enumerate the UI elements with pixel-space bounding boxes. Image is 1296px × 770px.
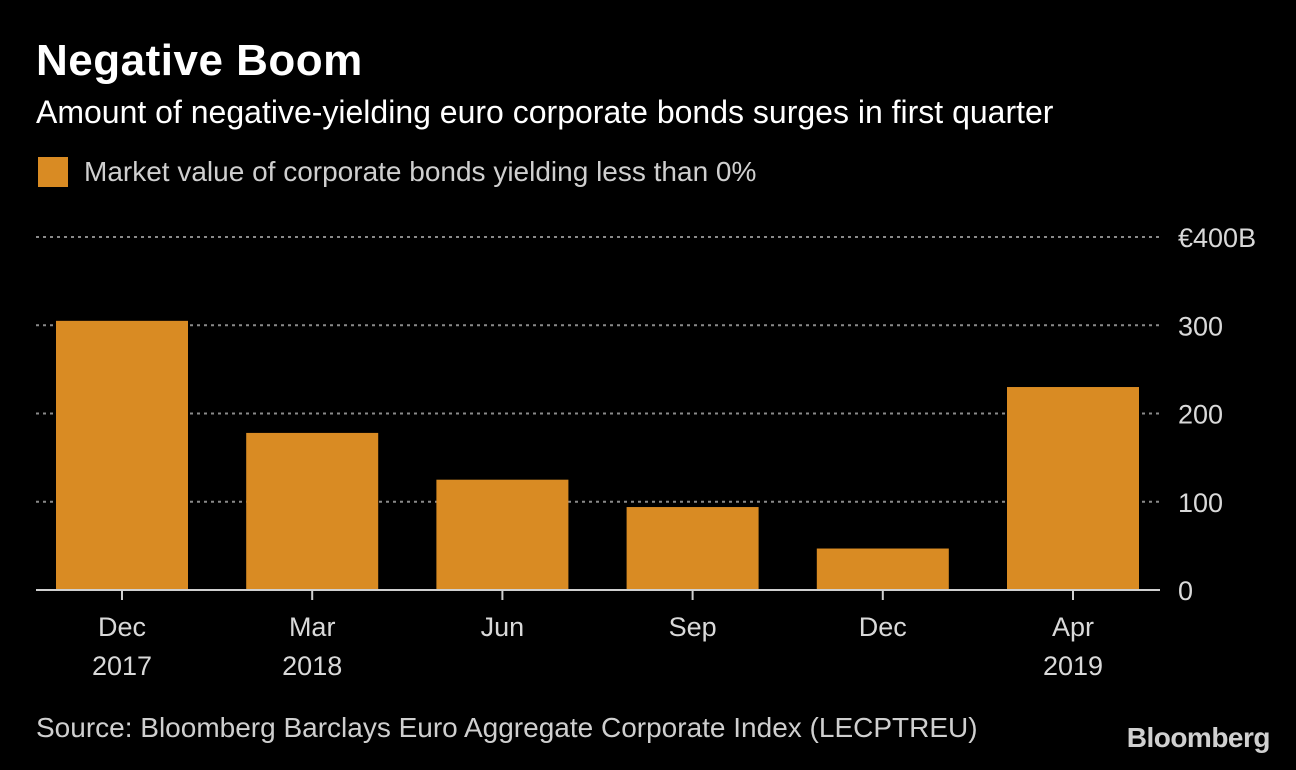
bar [626,507,759,590]
source-note: Source: Bloomberg Barclays Euro Aggregat… [36,712,978,743]
legend: Market value of corporate bonds yielding… [38,156,756,188]
bar [436,479,569,590]
y-tick-label: 100 [1178,488,1223,518]
x-tick-label: Mar [289,612,336,642]
chart-title: Negative Boom [36,36,363,85]
chart-subtitle: Amount of negative-yielding euro corpora… [36,94,1054,130]
x-tick-label: Dec [98,612,146,642]
bloomberg-logo: Bloomberg [1126,722,1271,753]
y-tick-label: 0 [1178,576,1193,606]
x-tick-label: Jun [481,612,525,642]
x-tick-label-year: 2017 [92,651,152,681]
x-tick-label-year: 2018 [282,651,342,681]
bar [56,320,188,590]
x-tick-label-year: 2019 [1043,651,1103,681]
bar [816,548,949,590]
y-tick-label: €400B [1178,223,1256,253]
legend-swatch [38,157,68,187]
grid-layer [36,236,1160,503]
x-tick-label: Sep [669,612,717,642]
axis-layer [36,589,1160,600]
legend-label: Market value of corporate bonds yielding… [84,156,757,187]
label-layer: €400B 300 200 100 0 Dec 2017 Mar 2018 Jun Sep Dec Ap… [92,223,1256,681]
y-tick-label: 300 [1178,311,1223,341]
bar [1007,387,1139,590]
bar-layer [56,320,1139,590]
x-tick-label: Dec [859,612,907,642]
bar [246,432,379,590]
x-tick-label: Apr [1052,612,1094,642]
y-tick-label: 200 [1178,400,1223,430]
